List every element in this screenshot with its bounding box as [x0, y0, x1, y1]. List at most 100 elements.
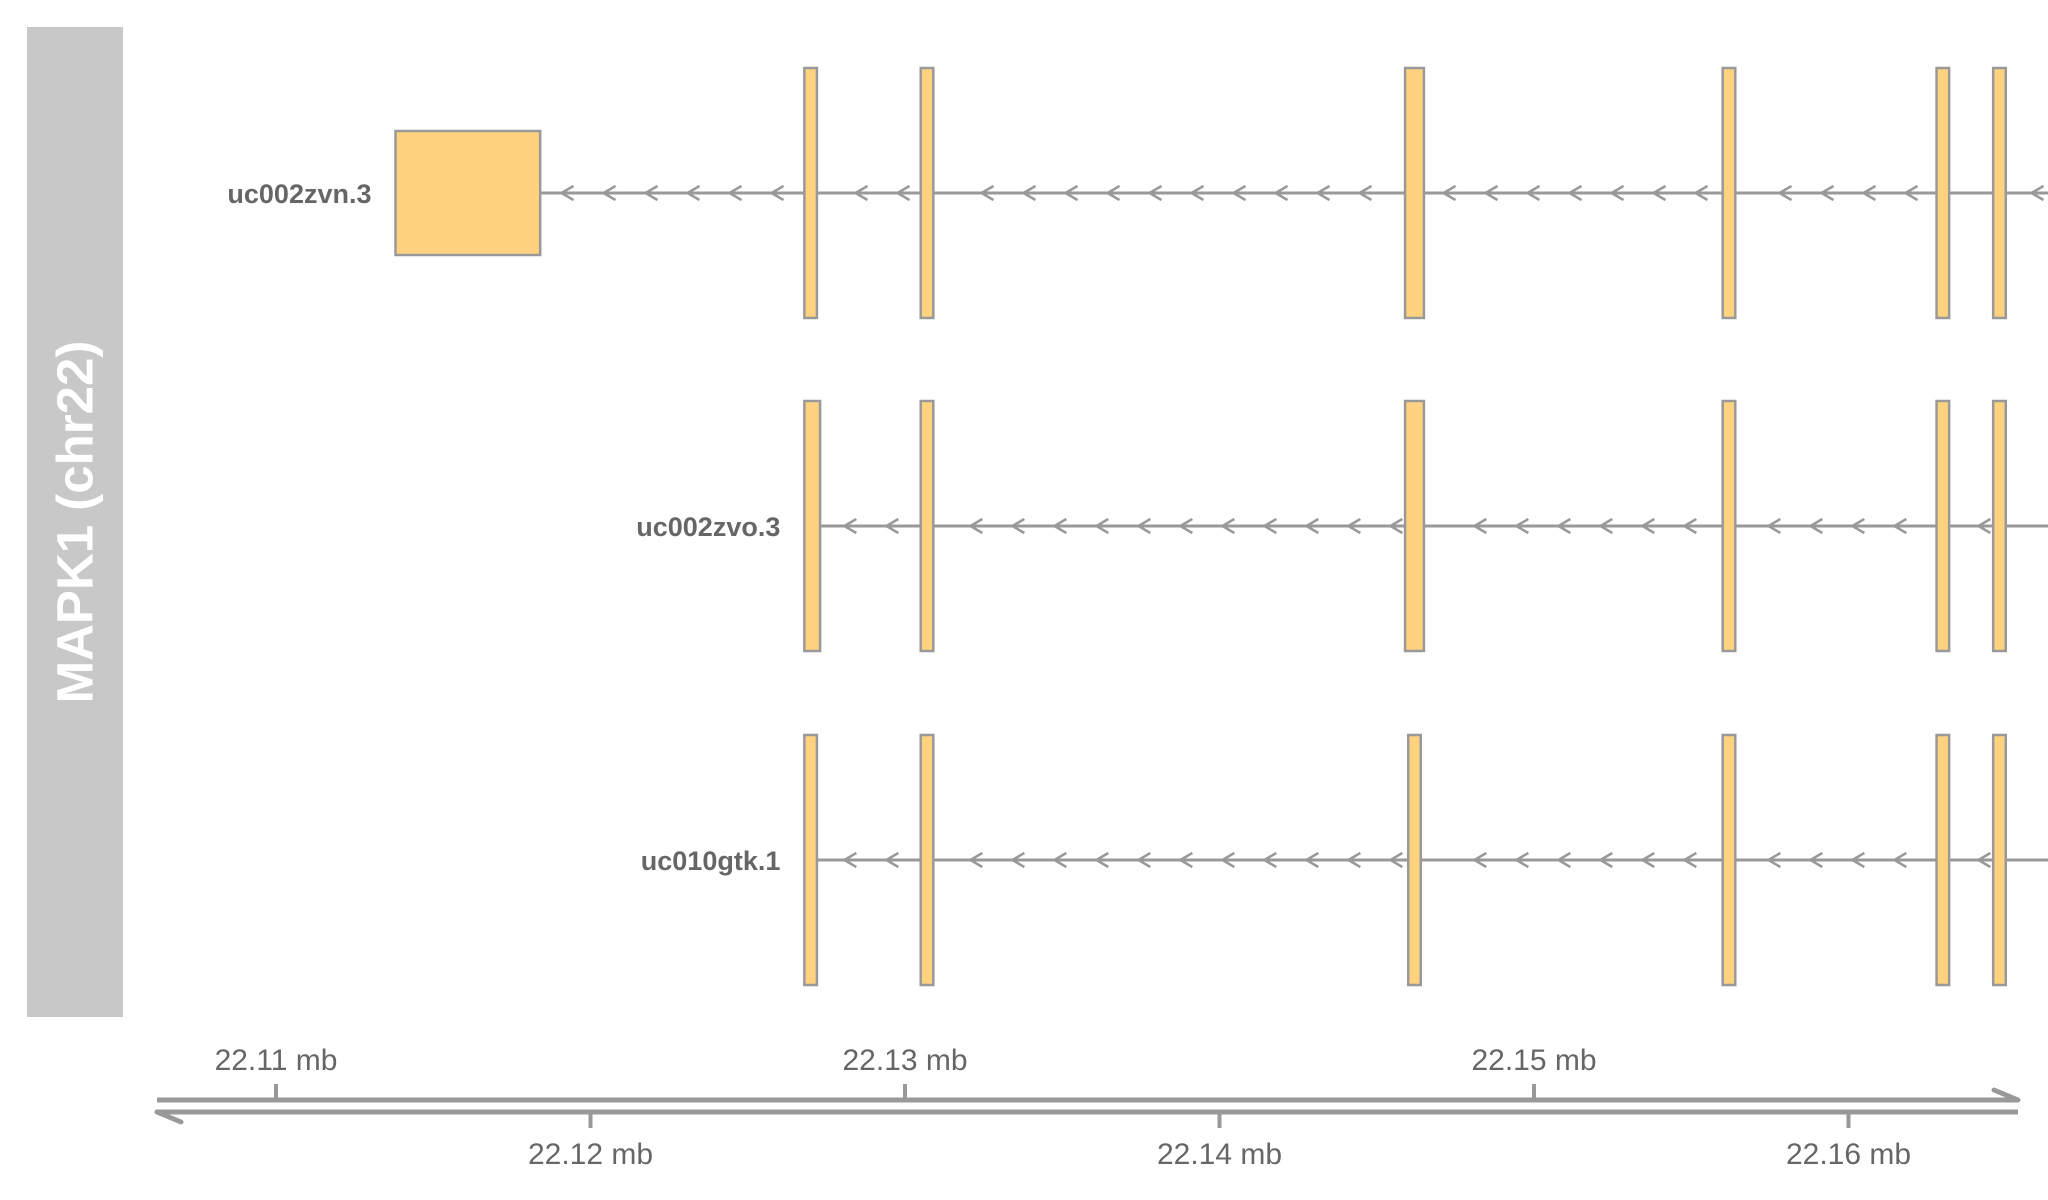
- strand-arrow: [1903, 184, 1919, 202]
- strand-arrow: [979, 184, 995, 202]
- strand-arrow: [727, 184, 743, 202]
- strand-arrow: [1483, 184, 1499, 202]
- strand-arrow: [1651, 184, 1667, 202]
- exon: [1935, 733, 1951, 987]
- exon: [1721, 733, 1737, 987]
- exon: [1991, 399, 2008, 653]
- strand-arrow: [1147, 184, 1163, 202]
- strand-arrow: [1261, 517, 1277, 535]
- strand-arrow: [1063, 184, 1079, 202]
- strand-arrow: [1219, 517, 1235, 535]
- strand-arrow: [1849, 851, 1865, 869]
- strand-arrow: [1135, 517, 1151, 535]
- strand-arrow: [559, 184, 575, 202]
- exon: [1403, 66, 1426, 320]
- strand-arrow: [1513, 851, 1529, 869]
- strand-arrow: [841, 851, 857, 869]
- exon: [1403, 399, 1426, 653]
- strand-arrow: [1471, 517, 1487, 535]
- strand-arrow: [1105, 184, 1121, 202]
- strand-arrow: [1693, 184, 1709, 202]
- strand-arrow: [1849, 517, 1865, 535]
- strand-arrow: [2029, 184, 2045, 202]
- axis-arrow-left: [154, 1109, 184, 1125]
- axis-tick-label-lower: 22.16 mb: [1786, 1138, 1911, 1171]
- axis-tick-label-upper: 22.13 mb: [842, 1044, 967, 1077]
- exon: [1721, 66, 1737, 320]
- exon: [1935, 66, 1951, 320]
- strand-arrow: [1891, 851, 1907, 869]
- strand-arrow: [1345, 851, 1361, 869]
- strand-arrow: [685, 184, 701, 202]
- strand-arrow: [967, 517, 983, 535]
- axis-tick-label-lower: 22.12 mb: [528, 1138, 653, 1171]
- exon: [919, 733, 935, 987]
- strand-arrow: [1177, 517, 1193, 535]
- exon: [919, 399, 935, 653]
- strand-arrow: [643, 184, 659, 202]
- strand-arrow: [1777, 184, 1793, 202]
- strand-arrow: [1975, 851, 1991, 869]
- strand-arrow: [1555, 851, 1571, 869]
- transcript-label: uc010gtk.1: [641, 846, 781, 876]
- strand-arrow: [1009, 517, 1025, 535]
- strand-arrow: [1765, 517, 1781, 535]
- axis-tick-label-lower: 22.14 mb: [1157, 1138, 1282, 1171]
- strand-arrow: [1303, 517, 1319, 535]
- exon: [1991, 66, 2008, 320]
- strand-arrow: [1261, 851, 1277, 869]
- transcript-tracks: uc002zvn.3 uc002zvo.3 uc010gtk.1: [227, 66, 2048, 987]
- axis-tick-label-upper: 22.11 mb: [215, 1044, 338, 1077]
- strand-arrow: [1471, 851, 1487, 869]
- strand-arrow: [1681, 517, 1697, 535]
- strand-arrow: [1219, 851, 1235, 869]
- strand-arrow: [1807, 517, 1823, 535]
- strand-arrow: [1093, 851, 1109, 869]
- transcript-uc002zvn.3: uc002zvn.3: [227, 66, 2048, 320]
- strand-arrow: [1567, 184, 1583, 202]
- transcript-uc010gtk.1: uc010gtk.1: [641, 733, 2048, 987]
- strand-arrow: [1189, 184, 1205, 202]
- strand-arrow: [1009, 851, 1025, 869]
- axis-arrow-right: [1991, 1087, 2021, 1103]
- strand-arrow: [1345, 517, 1361, 535]
- exon: [1406, 733, 1423, 987]
- exon: [803, 66, 819, 320]
- exon: [394, 129, 542, 257]
- strand-arrow: [895, 184, 911, 202]
- exon: [919, 66, 935, 320]
- strand-arrow: [1315, 184, 1331, 202]
- strand-arrow: [967, 851, 983, 869]
- axis-tick-label-upper: 22.15 mb: [1471, 1044, 1596, 1077]
- transcript-uc002zvo.3: uc002zvo.3: [636, 399, 2048, 653]
- strand-arrow: [769, 184, 785, 202]
- strand-arrow: [1807, 851, 1823, 869]
- strand-arrow: [601, 184, 617, 202]
- strand-arrow: [1387, 851, 1403, 869]
- strand-arrow: [1555, 517, 1571, 535]
- strand-arrow: [1051, 517, 1067, 535]
- strand-arrow: [1597, 851, 1613, 869]
- strand-arrow: [1639, 517, 1655, 535]
- exon: [803, 399, 822, 653]
- exon: [1721, 399, 1737, 653]
- strand-arrow: [1525, 184, 1541, 202]
- strand-arrow: [1273, 184, 1289, 202]
- gene-panel: [27, 27, 123, 1017]
- strand-arrow: [1639, 851, 1655, 869]
- strand-arrow: [1819, 184, 1835, 202]
- strand-arrow: [1975, 517, 1991, 535]
- transcript-label: uc002zvn.3: [227, 179, 371, 209]
- strand-arrow: [1177, 851, 1193, 869]
- strand-arrow: [883, 851, 899, 869]
- strand-arrow: [1891, 517, 1907, 535]
- strand-arrow: [1441, 184, 1457, 202]
- strand-arrow: [883, 517, 899, 535]
- exon: [1991, 733, 2008, 987]
- strand-arrow: [853, 184, 869, 202]
- strand-arrow: [1597, 517, 1613, 535]
- strand-arrow: [1093, 517, 1109, 535]
- strand-arrow: [1357, 184, 1373, 202]
